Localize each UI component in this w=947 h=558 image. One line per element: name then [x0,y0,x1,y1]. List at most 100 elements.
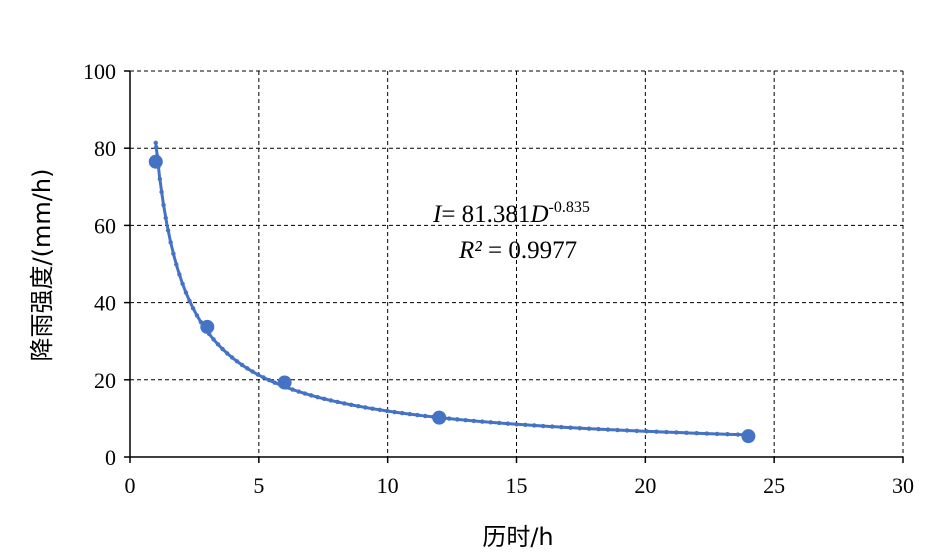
trendline-marker [399,410,405,416]
y-tick-label: 0 [105,445,116,470]
equation-coefficient: = 81.381 [441,201,530,228]
trendline-marker [161,202,166,208]
trendline-marker [335,399,340,405]
trendline-marker [505,421,511,426]
trendline-marker [415,412,420,418]
trendline-marker [177,272,182,277]
trendline-marker [488,420,493,425]
r-squared-value: = 0.9977 [482,237,577,264]
equation-exponent: -0.835 [549,199,590,216]
trendline-marker [229,355,235,360]
trendline-marker [168,240,173,245]
x-tick-label: 25 [763,473,785,498]
trendline-marker [302,391,308,396]
trendline-marker [174,262,179,267]
trendline-marker [154,145,159,150]
trendline-marker [423,413,428,419]
trendline-marker [255,372,261,377]
trendline-marker [245,366,250,371]
trendline-marker [322,396,327,402]
trendline-marker [725,432,730,437]
x-tick-label: 20 [634,473,656,498]
trendline-marker [674,430,679,435]
trendline-marker [735,432,741,437]
trendline-marker [523,422,528,428]
trendline-marker [446,416,452,421]
trendline-marker [153,140,158,146]
trendline-marker [356,403,361,409]
trendline-marker [577,425,582,431]
trendline-marker [596,426,601,432]
trendline-marker [165,228,171,233]
trendline-marker [694,431,699,436]
trendline-marker [654,429,659,434]
trendline-marker [296,389,301,394]
trendline-marker [392,409,397,415]
trendline-curve [154,142,749,437]
trendline-marker [407,411,412,417]
equation-lhs: I [432,201,443,228]
trendline-marker [370,406,375,411]
trendline-marker [309,393,314,398]
trendline-marker [171,251,176,256]
trendline-marker [463,417,468,423]
trendline-marker [261,375,266,380]
trendline-marker [471,418,477,424]
trendline-marker [290,387,295,392]
trendline-marker [540,423,546,429]
trendline-marker [549,424,555,429]
trendline-marker [180,281,185,287]
trendline-marker [634,428,640,434]
data-point [200,319,215,334]
trendline-marker [157,176,163,182]
trendline-marker [377,407,382,413]
trendline-equation: I= 81.381D-0.835 [432,199,590,228]
trendline-marker [532,423,537,428]
trendline-marker [624,428,630,433]
trendline-marker [514,422,519,427]
trendline-marker [568,425,573,430]
trendline-marker [183,290,189,295]
tick-labels: 0 5 10 15 20 25 30 0 20 40 60 80 100 [83,59,914,498]
trendline-marker [559,424,564,430]
y-tick-label: 60 [94,213,116,238]
y-tick-label: 100 [83,59,116,84]
trendline-marker [480,419,485,424]
x-tick-label: 0 [125,473,136,498]
data-point [277,375,292,390]
trendline-marker [190,306,196,311]
y-tick-label: 80 [94,136,116,161]
trendline-marker [497,420,502,426]
trendline-marker [159,189,164,195]
trendline-marker [363,405,368,410]
r-squared-symbol: R² [458,237,482,264]
trendline-marker [220,346,225,352]
y-tick-label: 40 [94,291,116,316]
trendline-marker [215,342,221,347]
trendline-marker [455,417,460,422]
trendline-marker [239,362,245,368]
trendline-marker [605,427,611,432]
x-tick-label: 15 [506,473,528,498]
trendline-marker [704,431,710,436]
x-tick-label: 30 [892,473,914,498]
trendline-marker [225,351,230,356]
trendline [153,140,751,438]
r-squared-label: R² = 0.9977 [458,237,577,264]
trendline-marker [315,394,320,400]
trendline-marker [211,337,216,342]
trendline-marker [250,369,255,374]
trendline-marker [163,215,168,221]
y-axis-title: 降雨强度/(mm/h) [28,169,56,362]
trendline-marker [234,359,240,364]
axes-layer [124,70,904,463]
trendline-marker [266,377,272,383]
trendline-marker [615,427,620,433]
trendline-marker [194,313,200,318]
trendline-marker [272,380,277,385]
trendline-marker [586,426,592,431]
equation-variable: D [529,201,548,228]
trendline-marker [384,408,390,414]
trendline-marker [342,401,347,406]
